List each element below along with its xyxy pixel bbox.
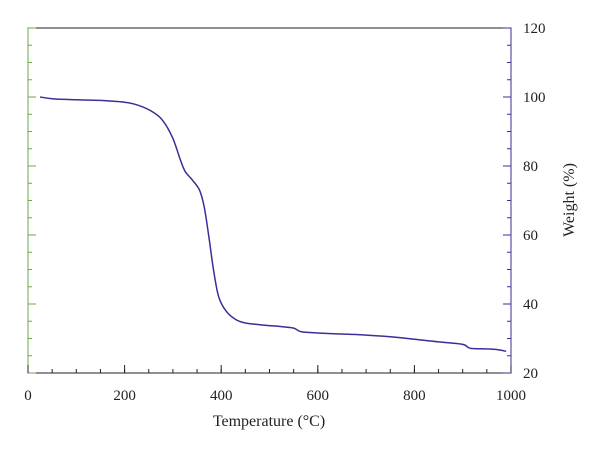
y-tick-label: 100	[523, 90, 546, 106]
x-tick-label: 600	[307, 388, 330, 404]
y-axis-tick-labels: 20 40 60 80 100 120	[523, 21, 546, 382]
y-tick-label: 20	[523, 366, 538, 382]
x-tick-label: 200	[113, 388, 136, 404]
right-axis-ticks	[503, 27, 511, 374]
x-axis-title: Temperature (°C)	[213, 413, 325, 430]
x-tick-label: 400	[210, 388, 233, 404]
x-tick-label: 1000	[496, 388, 526, 404]
y-tick-label: 120	[523, 21, 546, 37]
weight-loss-curve	[39, 96, 507, 353]
left-axis-ticks	[28, 27, 36, 374]
plot-frame	[27, 27, 512, 374]
y-axis-title: Weight (%)	[561, 163, 578, 237]
x-tick-label: 800	[403, 388, 426, 404]
y-tick-label: 80	[523, 159, 538, 175]
x-tick-label: 0	[24, 388, 32, 404]
x-axis-ticks	[27, 365, 512, 373]
y-tick-label: 60	[523, 228, 538, 244]
y-tick-label: 40	[523, 297, 538, 313]
x-axis-tick-labels: 0 200 400 600 800 1000	[24, 388, 526, 404]
